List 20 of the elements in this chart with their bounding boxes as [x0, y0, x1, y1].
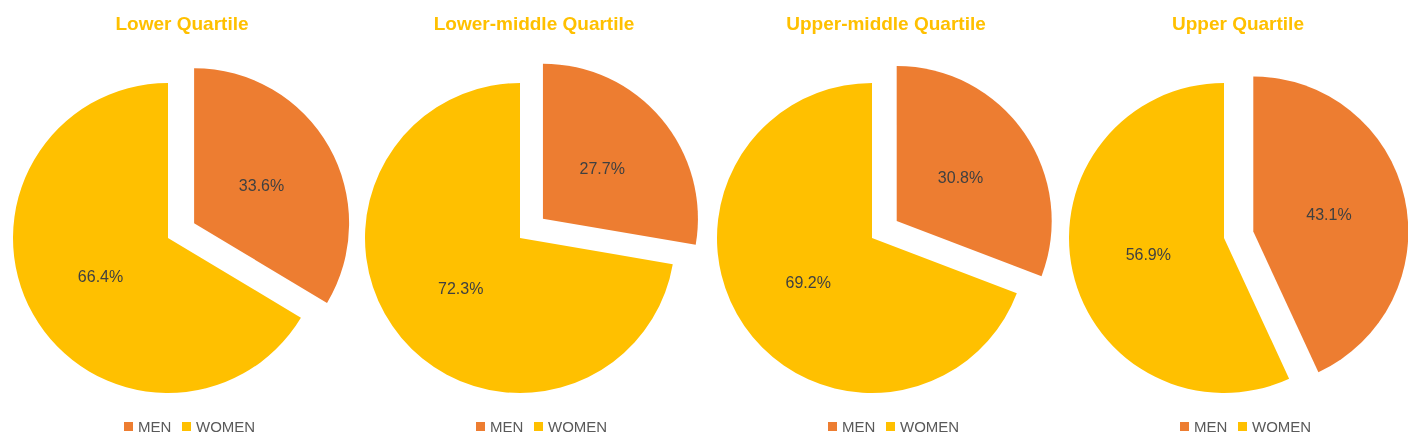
data-label: 27.7% — [579, 160, 625, 178]
legend-label: WOMEN — [548, 418, 608, 435]
data-label: 43.1% — [1306, 206, 1352, 224]
legend-label: WOMEN — [900, 418, 960, 435]
legend-label: MEN — [490, 418, 524, 435]
chart-title: Upper Quartile — [1172, 13, 1304, 34]
data-label: 72.3% — [438, 279, 484, 297]
legend-label: MEN — [138, 418, 172, 435]
legend-label: WOMEN — [1252, 418, 1312, 435]
data-label: 33.6% — [238, 176, 285, 194]
data-label: 69.2% — [785, 273, 831, 291]
data-label: 56.9% — [1125, 246, 1171, 264]
legend-label: WOMEN — [196, 418, 256, 435]
data-label: 66.4% — [77, 267, 124, 285]
legend-label: MEN — [1194, 418, 1228, 435]
chart-title: Lower Quartile — [115, 13, 249, 34]
chart-title: Upper-middle Quartile — [786, 13, 986, 34]
data-label: 30.8% — [937, 168, 984, 186]
chart-title: Lower-middle Quartile — [433, 13, 635, 34]
legend-label: MEN — [842, 418, 876, 435]
